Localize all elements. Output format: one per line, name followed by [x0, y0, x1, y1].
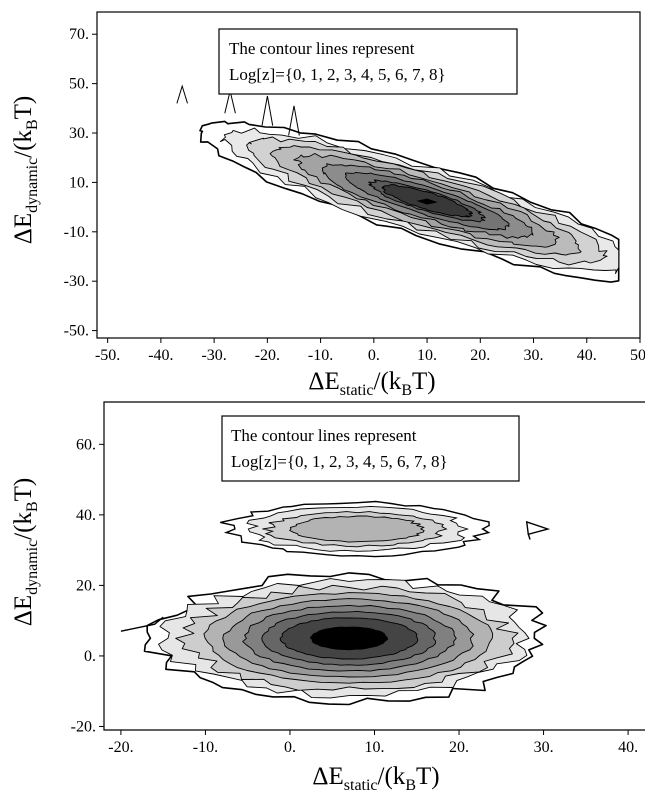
bottom-xtick-label: -10. [193, 739, 218, 756]
bottom-ytick-label: -20. [71, 718, 96, 735]
bottom-legend-line-2: Log[z]={0, 1, 2, 3, 4, 5, 6, 7, 8} [231, 452, 448, 471]
chart-bottom: -20. -10. 0. 10. 20. 30. 40. -20. 0. 20. 40. 60. T… [10, 401, 645, 791]
top-xtick-label: 30. [524, 347, 544, 364]
bottom-y-axis-label: ΔEdynamic/(kBT) [10, 478, 41, 627]
chart-top: -50. -40. -30. -20. -10. 0. 10. 20. 30. 40. 50. -5… [10, 11, 645, 399]
top-ytick-label: 10. [69, 174, 89, 191]
top-xtick-label: -10. [308, 347, 333, 364]
top-xtick-label: -40. [148, 347, 173, 364]
bottom-right-flag-stem [527, 534, 531, 540]
bottom-legend-box [221, 415, 520, 482]
top-tail-spike [261, 95, 274, 126]
bottom-left-tail [120, 616, 164, 632]
bottom-upper-band-level-3 [288, 515, 425, 543]
top-ytick-label: 70. [69, 26, 89, 43]
bottom-xtick-label: 20. [449, 739, 469, 756]
bottom-ytick-label: 0. [84, 648, 96, 665]
top-y-axis-label: ΔEdynamic/(kBT) [10, 96, 41, 245]
bottom-ytick-label: 20. [76, 577, 96, 594]
bottom-legend-line-1: The contour lines represent [231, 426, 417, 445]
bottom-ytick-label: 60. [76, 436, 96, 453]
top-y-axis-ticks: -50. -30. -10. 10. 30. 50. 70. [64, 26, 97, 340]
top-x-axis-ticks: -50. -40. -30. -20. -10. 0. 10. 20. 30. 40. 50. [95, 338, 645, 364]
top-ytick-label: -30. [64, 273, 89, 290]
top-core-peak [416, 198, 438, 205]
top-xtick-label: -20. [255, 347, 280, 364]
top-legend-line-1: The contour lines represent [229, 39, 415, 58]
bottom-x-axis-label: ΔEstatic/(kBT) [312, 763, 439, 791]
bottom-contour-level-8 [310, 626, 388, 651]
top-xtick-label: 40. [577, 347, 597, 364]
bottom-x-axis-ticks: -20. -10. 0. 10. 20. 30. 40. [108, 730, 638, 756]
top-xtick-label: 20. [470, 347, 490, 364]
top-contour-fills [176, 84, 620, 283]
top-legend-box [218, 28, 518, 95]
top-ytick-label: -10. [64, 224, 89, 241]
top-ytick-label: 30. [69, 125, 89, 142]
top-xtick-label: 10. [417, 347, 437, 364]
bottom-contour-fills [120, 500, 551, 706]
top-xtick-label: -50. [95, 347, 120, 364]
top-xtick-label: -30. [201, 347, 226, 364]
top-legend-line-2: Log[z]={0, 1, 2, 3, 4, 5, 6, 7, 8} [229, 65, 446, 84]
bottom-xtick-label: -20. [108, 739, 133, 756]
bottom-y-axis-ticks: -20. 0. 20. 40. 60. [71, 436, 104, 735]
top-legend: The contour lines represent Log[z]={0, 1… [218, 28, 518, 95]
top-tail-spike [176, 84, 188, 104]
bottom-xtick-label: 40. [618, 739, 638, 756]
bottom-xtick-label: 30. [534, 739, 554, 756]
bottom-xtick-label: 0. [284, 739, 296, 756]
top-xtick-label: 0. [368, 347, 380, 364]
top-tail-spike [288, 105, 300, 136]
top-ytick-label: 50. [69, 76, 89, 93]
bottom-legend: The contour lines represent Log[z]={0, 1… [221, 415, 520, 482]
bottom-xtick-label: 10. [365, 739, 385, 756]
bottom-ytick-label: 40. [76, 507, 96, 524]
top-x-axis-label: ΔEstatic/(kBT) [308, 368, 435, 399]
bottom-right-flag [525, 520, 551, 536]
top-ytick-label: -50. [64, 323, 89, 340]
top-plot-frame [96, 11, 641, 339]
top-xtick-label: 50. [630, 347, 645, 364]
